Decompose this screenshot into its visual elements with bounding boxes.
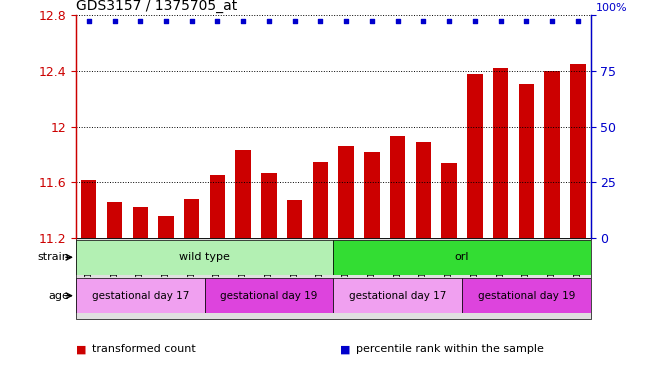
Text: 100%: 100% bbox=[596, 3, 628, 13]
Text: wild type: wild type bbox=[179, 252, 230, 262]
Bar bbox=[236, 151, 251, 238]
Bar bbox=[339, 146, 354, 238]
Point bbox=[341, 18, 352, 24]
Text: gestational day 19: gestational day 19 bbox=[220, 291, 317, 301]
Bar bbox=[519, 84, 534, 238]
Bar bbox=[184, 199, 199, 238]
Bar bbox=[416, 142, 431, 238]
Text: gestational day 17: gestational day 17 bbox=[92, 291, 189, 301]
Bar bbox=[333, 240, 591, 275]
Point bbox=[470, 18, 480, 24]
Point bbox=[213, 18, 223, 24]
Text: strain: strain bbox=[38, 252, 69, 262]
Text: age: age bbox=[48, 291, 69, 301]
Point bbox=[367, 18, 378, 24]
Bar bbox=[81, 180, 96, 238]
Bar bbox=[76, 278, 205, 313]
Bar bbox=[442, 163, 457, 238]
Bar bbox=[544, 71, 560, 238]
Point bbox=[444, 18, 455, 24]
Bar bbox=[462, 278, 591, 313]
Point bbox=[547, 18, 558, 24]
Point bbox=[83, 18, 94, 24]
Bar bbox=[570, 64, 585, 238]
Text: transformed count: transformed count bbox=[92, 344, 196, 354]
Bar bbox=[107, 202, 122, 238]
Text: GDS3157 / 1375705_at: GDS3157 / 1375705_at bbox=[76, 0, 237, 13]
Bar bbox=[364, 152, 380, 238]
Bar bbox=[493, 68, 508, 238]
Bar bbox=[205, 278, 333, 313]
Bar bbox=[158, 216, 174, 238]
Point bbox=[238, 18, 249, 24]
Text: ■: ■ bbox=[76, 344, 86, 354]
Bar bbox=[133, 207, 148, 238]
Bar bbox=[390, 136, 405, 238]
Bar bbox=[261, 173, 277, 238]
Text: ■: ■ bbox=[340, 344, 350, 354]
Bar bbox=[76, 240, 333, 275]
Text: gestational day 17: gestational day 17 bbox=[349, 291, 446, 301]
Point bbox=[573, 18, 583, 24]
Point bbox=[290, 18, 300, 24]
Point bbox=[135, 18, 146, 24]
Bar bbox=[287, 200, 302, 238]
Point bbox=[496, 18, 506, 24]
Point bbox=[418, 18, 429, 24]
Point bbox=[110, 18, 120, 24]
Bar bbox=[467, 74, 482, 238]
Bar bbox=[333, 278, 462, 313]
Point bbox=[264, 18, 275, 24]
Text: orl: orl bbox=[455, 252, 469, 262]
Text: gestational day 19: gestational day 19 bbox=[478, 291, 575, 301]
Point bbox=[187, 18, 197, 24]
Point bbox=[521, 18, 532, 24]
Bar bbox=[313, 162, 328, 238]
Point bbox=[315, 18, 326, 24]
Point bbox=[393, 18, 403, 24]
Point bbox=[161, 18, 172, 24]
Bar bbox=[210, 175, 225, 238]
Text: percentile rank within the sample: percentile rank within the sample bbox=[356, 344, 544, 354]
